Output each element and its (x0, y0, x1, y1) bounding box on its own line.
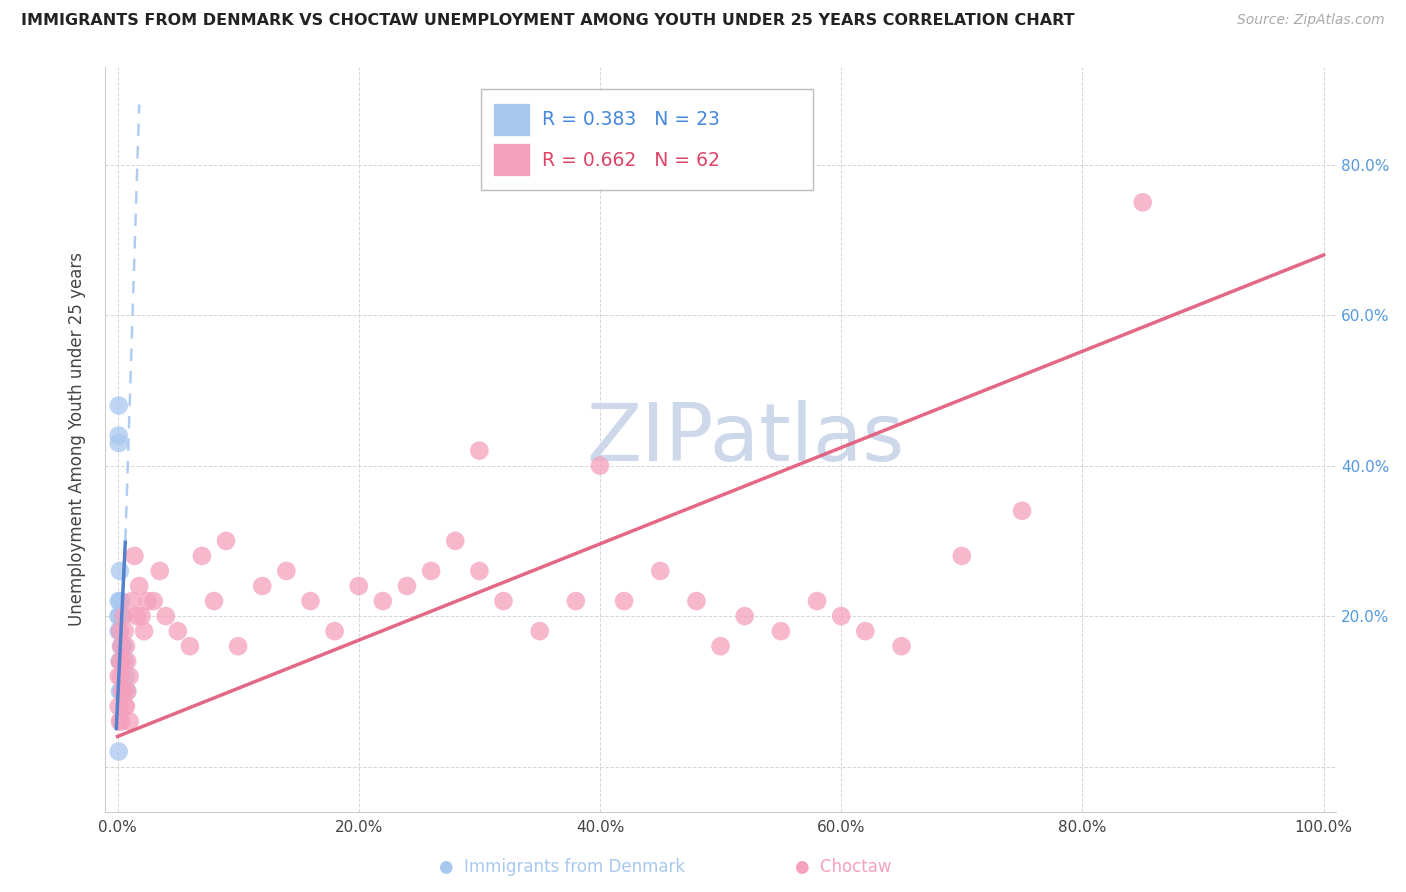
Point (115, 654, 138, 668)
Point (806, 594, 828, 608)
Point (107, 436, 129, 450)
Point (347, 579, 370, 593)
Point (215, 533, 238, 548)
Point (108, 654, 131, 668)
Point (110, 714, 132, 729)
Point (110, 669, 132, 683)
Point (108, 654, 131, 668)
Text: IMMIGRANTS FROM DENMARK VS CHOCTAW UNEMPLOYMENT AMONG YOUTH UNDER 25 YEARS CORRE: IMMIGRANTS FROM DENMARK VS CHOCTAW UNEMP… (21, 13, 1074, 29)
Point (115, 669, 138, 683)
Point (107, 609, 129, 624)
Point (299, 594, 322, 608)
Point (110, 684, 132, 698)
Point (108, 684, 131, 698)
Point (112, 639, 135, 653)
Point (107, 594, 129, 608)
Point (110, 639, 132, 653)
Point (111, 684, 134, 698)
Point (112, 609, 135, 624)
Point (1011, 504, 1033, 518)
Point (323, 624, 346, 639)
Point (124, 549, 146, 563)
Point (107, 745, 129, 759)
Text: Source: ZipAtlas.com: Source: ZipAtlas.com (1237, 13, 1385, 28)
Point (110, 594, 132, 608)
Point (118, 669, 141, 683)
FancyBboxPatch shape (481, 89, 813, 190)
Point (613, 594, 636, 608)
Text: R = 0.662   N = 62: R = 0.662 N = 62 (543, 151, 720, 169)
Text: ZIPatlas: ZIPatlas (586, 401, 904, 478)
Point (950, 549, 973, 563)
Point (128, 579, 150, 593)
Point (226, 639, 249, 653)
Point (149, 564, 172, 578)
Point (108, 624, 131, 639)
Point (136, 594, 159, 608)
Point (709, 639, 731, 653)
Point (420, 564, 443, 578)
Point (371, 594, 394, 608)
Point (107, 669, 129, 683)
Point (166, 624, 188, 639)
Point (111, 609, 134, 624)
Point (118, 714, 141, 729)
Point (107, 699, 129, 714)
Point (853, 624, 876, 639)
Point (108, 714, 131, 729)
Point (468, 443, 491, 458)
Point (276, 564, 298, 578)
Point (830, 609, 852, 624)
Point (142, 594, 165, 608)
Point (108, 624, 131, 639)
Point (202, 594, 225, 608)
Point (115, 684, 138, 698)
Point (107, 399, 129, 413)
Y-axis label: Unemployment Among Youth under 25 years: Unemployment Among Youth under 25 years (67, 252, 86, 626)
Point (107, 609, 129, 624)
Point (589, 458, 612, 473)
Point (131, 609, 153, 624)
Point (734, 609, 756, 624)
Point (115, 684, 138, 698)
Point (769, 624, 792, 639)
Point (111, 654, 134, 668)
Point (685, 594, 707, 608)
Point (252, 579, 274, 593)
Point (108, 564, 131, 578)
Text: ●  Immigrants from Denmark: ● Immigrants from Denmark (439, 858, 686, 876)
Point (179, 639, 201, 653)
Point (115, 639, 138, 653)
Point (191, 549, 214, 563)
Point (1132, 195, 1154, 210)
Point (444, 533, 467, 548)
Point (107, 624, 129, 639)
Point (650, 564, 672, 578)
Text: ●  Choctaw: ● Choctaw (796, 858, 891, 876)
Text: R = 0.383   N = 23: R = 0.383 N = 23 (543, 110, 720, 128)
Point (108, 654, 131, 668)
Point (890, 639, 912, 653)
Point (112, 684, 135, 698)
Point (115, 699, 138, 714)
Point (108, 594, 131, 608)
Point (132, 624, 155, 639)
Point (125, 609, 148, 624)
Point (492, 594, 515, 608)
Point (114, 699, 136, 714)
Point (565, 594, 588, 608)
Point (468, 564, 491, 578)
Point (114, 654, 136, 668)
FancyBboxPatch shape (494, 143, 530, 177)
Point (110, 639, 132, 653)
Point (529, 624, 551, 639)
Point (121, 594, 143, 608)
Point (114, 624, 136, 639)
Point (395, 579, 418, 593)
Point (107, 428, 129, 442)
FancyBboxPatch shape (494, 103, 530, 136)
Point (111, 639, 134, 653)
Point (155, 609, 177, 624)
